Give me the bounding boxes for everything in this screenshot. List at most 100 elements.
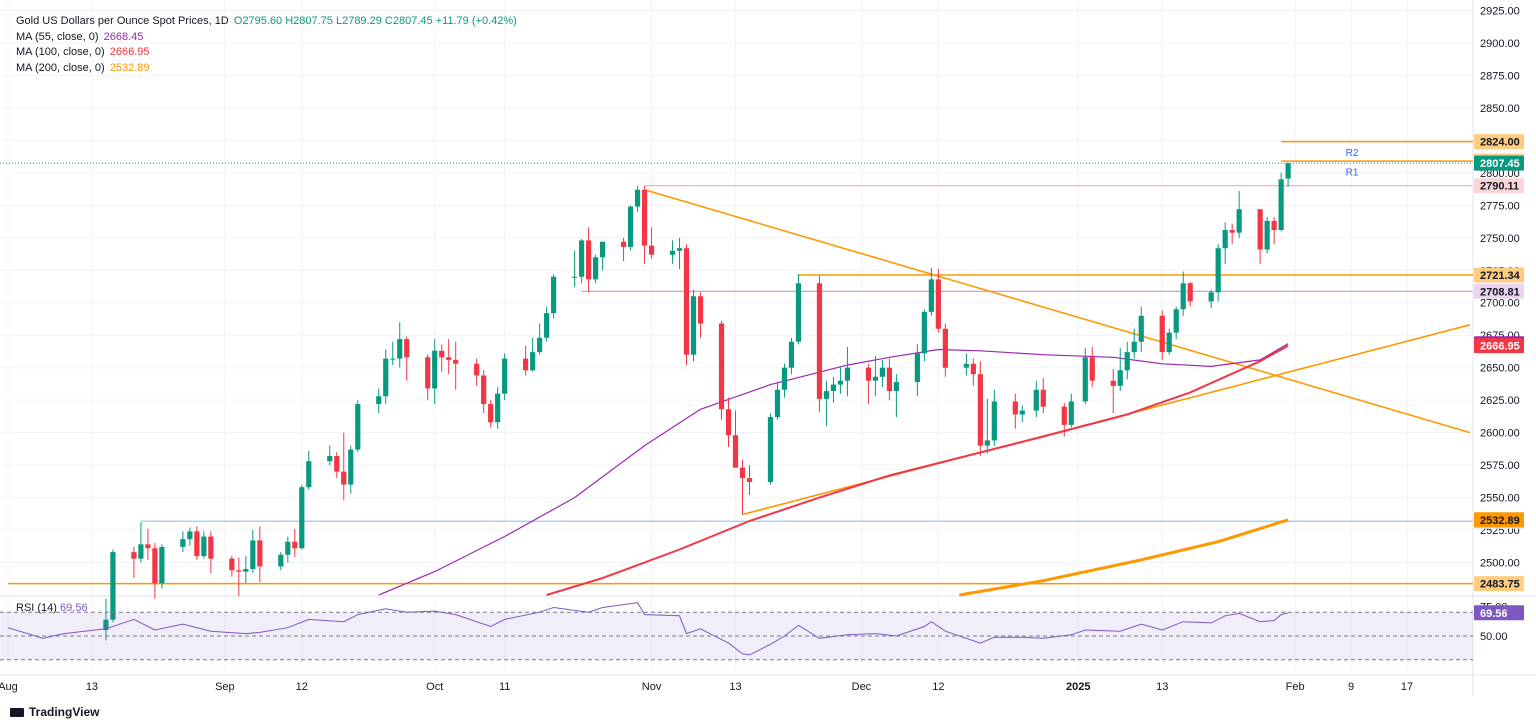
candle-body [523,358,529,371]
ma200-line [959,518,1289,597]
candle [201,531,207,559]
candle [1257,209,1263,264]
candle-body [243,569,249,572]
candle-body [488,404,494,423]
rsi-value: 69.56 [60,602,88,614]
candle-body [383,358,389,397]
time-tick-label: Aug [0,681,18,693]
candle [1110,368,1116,414]
candle [180,531,186,553]
candle-body [1187,283,1193,302]
candle [893,374,899,418]
candle-body [1117,370,1123,386]
price-axis[interactable]: 2500.002525.002550.002575.002600.002625.… [1474,5,1524,643]
ma200-value: 2532.89 [109,61,150,74]
candle-body [648,245,655,255]
series-price-tag-text: 2807.45 [1480,158,1520,170]
candle-body [425,357,431,389]
candle [1089,346,1095,388]
price-tick-label: 2650.00 [1480,363,1520,375]
ma200-legend[interactable]: MA (200, close, 0) 2532.89 [16,61,517,77]
candle [1208,289,1214,308]
candle [1159,310,1165,360]
candle [453,341,459,390]
ma100-legend[interactable]: MA (100, close, 0) 2666.95 [16,45,517,61]
candle [1173,306,1179,340]
candle-body [697,296,704,324]
candle-body [1089,357,1095,381]
candle [725,397,732,447]
candle [886,358,892,401]
candle-body [914,353,920,382]
candle [1264,217,1270,254]
candle-body [194,531,200,557]
candle-body [1285,163,1291,179]
candle [718,320,725,420]
series-price-tag-text: 2532.89 [1480,515,1520,527]
candle [159,544,165,589]
ohlc-values: O2795.60 H2807.75 L2789.29 C2807.45 +11.… [233,15,517,27]
candle [795,274,802,345]
candle-body [879,367,886,377]
chart-grid [0,0,1536,696]
candle [390,341,396,366]
candle-body [739,467,746,479]
rsi-label: RSI (14) [16,602,57,614]
candle [145,528,151,560]
candle-body [872,376,879,381]
trendline [644,188,1471,434]
candle [208,531,214,573]
candle-body [676,248,683,251]
candle [131,546,137,579]
candle [551,274,557,319]
level-price-tag-bg [1474,283,1524,299]
time-axis[interactable]: Aug 13 Sep 12 Oct 11 Nov 13 Dec 12 2025 13 Feb 9 17 [0,681,1413,693]
price-tick-label: 2850.00 [1480,103,1520,115]
candle [348,445,354,494]
candle-body [599,241,606,258]
candle-body [236,570,242,572]
symbol-row[interactable]: Gold US Dollars per Ounce Spot Prices, 1… [16,14,517,30]
time-tick-label: 17 [1401,681,1413,693]
candle-body [816,283,823,399]
candle-body [1061,406,1067,425]
candle-body [278,554,284,567]
rsi-tick-label: 50.00 [1480,631,1508,643]
candle-body [1257,209,1263,250]
candle [432,339,438,405]
candle-body [725,409,732,436]
price-tick-label: 2875.00 [1480,70,1520,82]
candle [641,185,648,264]
candle [1271,217,1277,245]
candle [327,445,333,466]
candle-body [544,313,550,338]
level-name: R2 [1346,148,1359,159]
candle-body [551,276,557,314]
candle [187,527,193,546]
candle-body [1124,352,1130,371]
candle-body [732,435,739,468]
time-tick-label: Oct [426,681,443,693]
candle-body [250,540,256,570]
level-price-tag-text: 2721.34 [1480,270,1521,282]
rsi-legend[interactable]: RSI (14) 69.56 [16,602,88,614]
candle-body [935,279,941,329]
candle [921,309,927,362]
candle [334,452,340,479]
candle [138,522,144,563]
candle-body [432,350,438,389]
time-tick-label: 12 [296,681,308,693]
candle [823,380,830,427]
time-tick-label: Sep [215,681,235,693]
candle-body [376,396,382,405]
level-price-tag-text: 2824.00 [1480,137,1520,149]
horizontal-levels: R2 R1 [8,140,1473,585]
candle [383,349,389,405]
candle [404,336,410,381]
tradingview-logo[interactable]: TradingView [10,705,99,719]
level-price-tag-bg [1474,178,1524,194]
candle-body [893,381,899,392]
ma55-legend[interactable]: MA (55, close, 0) 2668.45 [16,30,517,46]
candle-body [579,240,585,277]
